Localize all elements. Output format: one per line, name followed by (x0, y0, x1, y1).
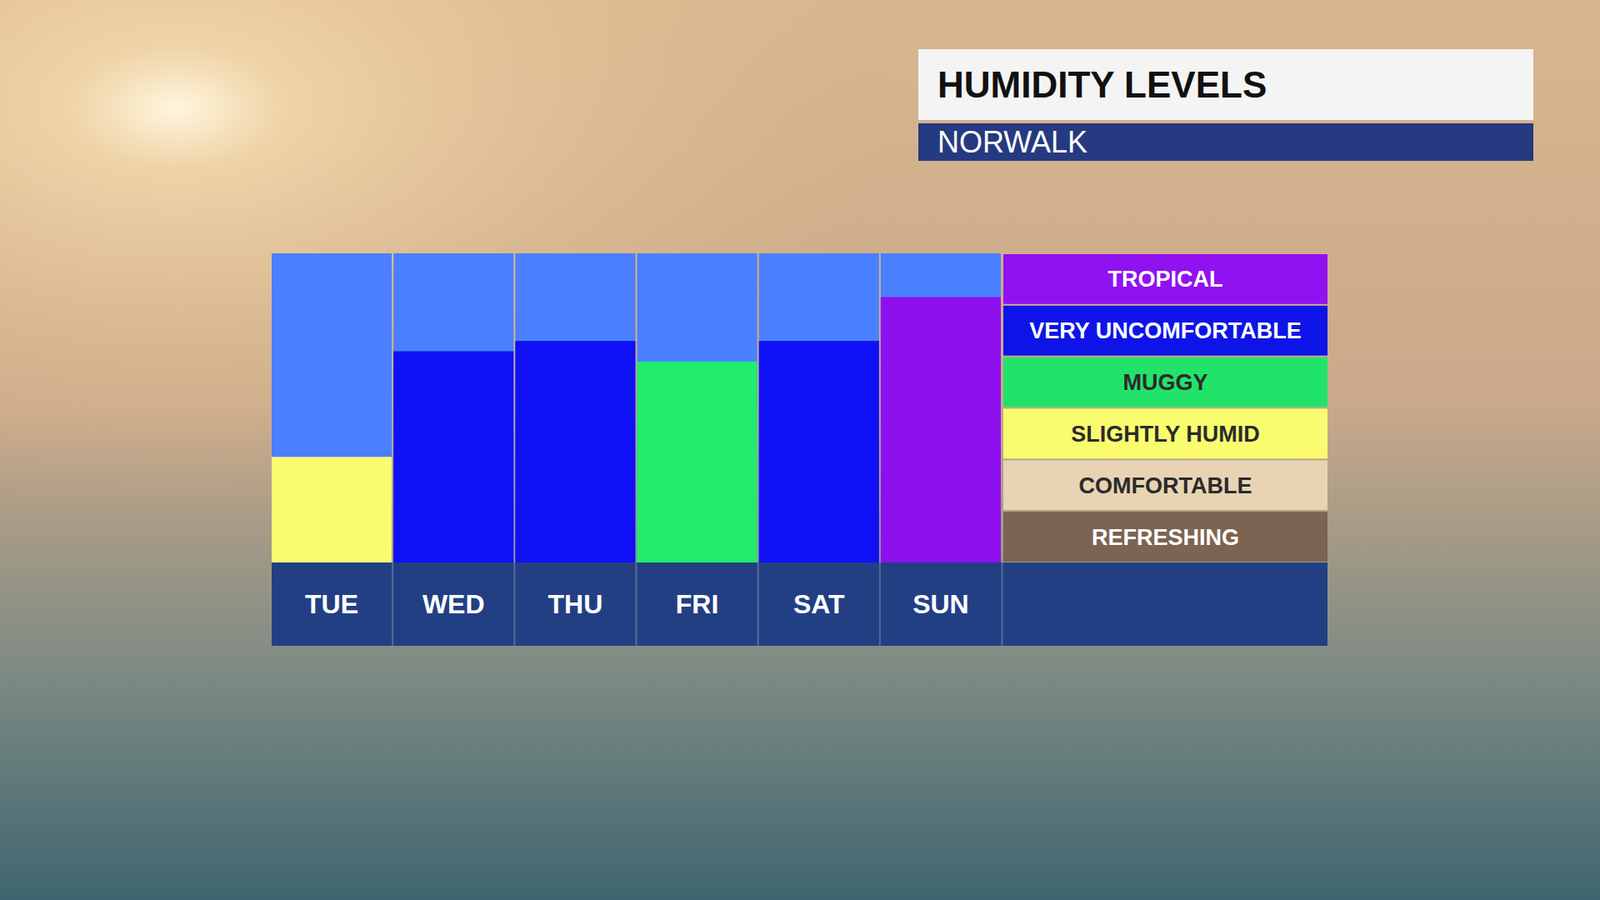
column-background (759, 253, 880, 563)
bar (515, 340, 635, 563)
separator (635, 562, 638, 646)
level-box (1003, 305, 1328, 356)
bar (393, 350, 514, 563)
title-box (918, 49, 1534, 120)
tick-label: WED (422, 589, 485, 620)
level-box (1003, 254, 1328, 305)
level-label: REFRESHING (1091, 525, 1240, 550)
tick: THU (548, 562, 604, 620)
title: HUMIDITY LEVELS (937, 64, 1267, 105)
tick-label: SAT (793, 589, 845, 620)
subtitle-box (918, 123, 1534, 161)
column-background (271, 253, 392, 563)
level-label: VERY UNCOMFORTABLE (1029, 318, 1302, 344)
level-label: COMFORTABLE (1079, 473, 1253, 499)
sun-glow (0, 0, 1600, 900)
background (0, 0, 1600, 900)
level-box (1003, 357, 1328, 408)
column-background (515, 253, 635, 563)
separator (757, 562, 760, 646)
tick: SAT (793, 562, 845, 620)
bar (880, 297, 1001, 563)
bar (637, 361, 758, 563)
label-band (271, 562, 1328, 646)
column-background (637, 253, 758, 563)
level-label: TROPICAL (1108, 266, 1224, 292)
tick-label: TUE (305, 589, 359, 620)
tick-label: FRI (675, 589, 720, 620)
tick: SUN (912, 562, 970, 620)
level-box (1003, 460, 1328, 510)
level-box (1003, 511, 1328, 562)
separator (1001, 562, 1004, 646)
bar (759, 340, 880, 563)
tick-label: SUN (912, 589, 970, 620)
level-box (1003, 409, 1328, 460)
chart: HUMIDITY LEVELS NORWALK TUE WED THU FRI SAT SUN… (0, 0, 1600, 900)
tick: FRI (675, 562, 720, 620)
tick: WED (422, 562, 485, 620)
bar (271, 456, 392, 563)
column-background (880, 253, 1001, 563)
subtitle: NORWALK (937, 125, 1088, 160)
separator (513, 562, 515, 646)
column-background (393, 253, 514, 563)
level-key: REFRESHING COMFORTABLE SLIGHTLY HUMID MUGGY… (1003, 254, 1328, 562)
tick: TUE (305, 562, 359, 620)
level-label: SLIGHTLY HUMID (1070, 421, 1260, 447)
level-label: MUGGY (1122, 370, 1208, 395)
bars (271, 253, 1001, 563)
separator (879, 562, 881, 646)
separator (391, 562, 394, 646)
tick-label: THU (548, 589, 604, 620)
